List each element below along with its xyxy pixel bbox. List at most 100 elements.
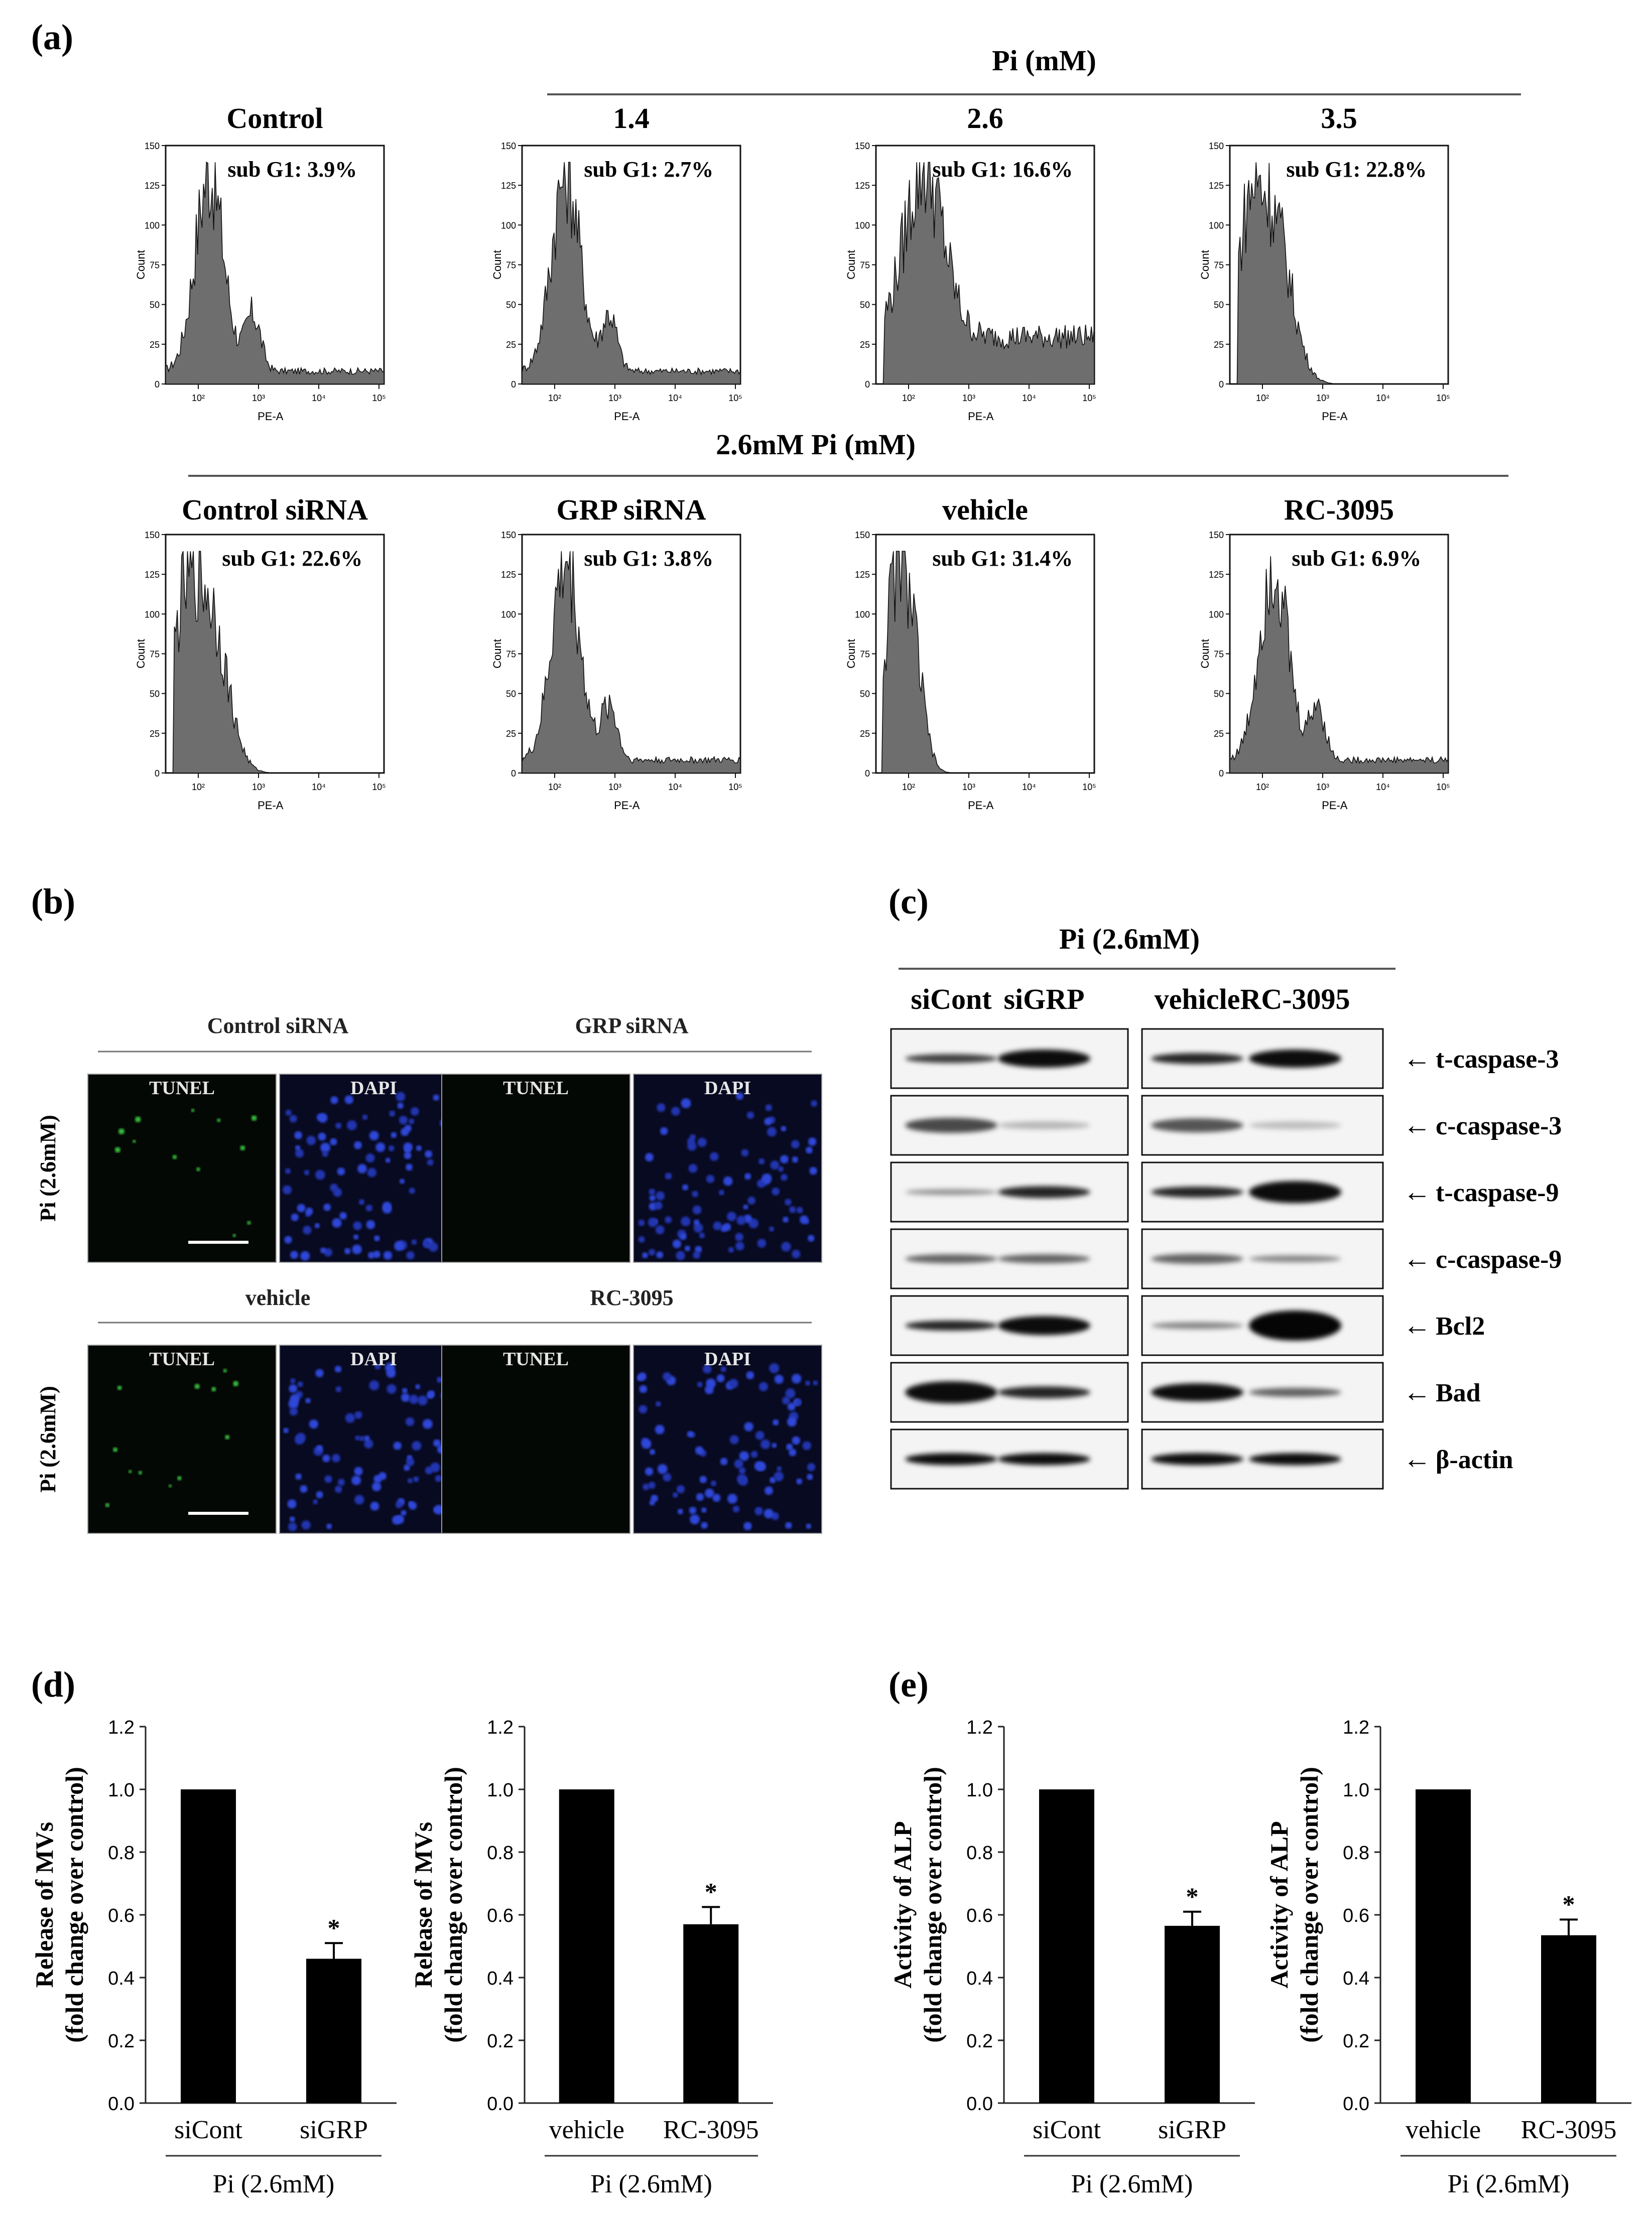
y-tick-label: 25	[506, 729, 516, 739]
y-tick-label: 0	[865, 768, 870, 778]
y-tick-label: 25	[860, 340, 870, 350]
panel-label-b: (b)	[31, 881, 75, 922]
nucleus-dot	[792, 1374, 802, 1384]
x-tick-label: 10⁴	[1022, 782, 1036, 792]
nucleus-dot	[355, 1435, 360, 1441]
y-tick-label: 0	[865, 379, 870, 389]
nucleus-dot	[746, 1111, 754, 1119]
y-tick-label: 1.2	[108, 1717, 135, 1738]
nucleus-dot	[309, 1419, 319, 1429]
nucleus-dot	[405, 1417, 415, 1426]
histogram-panel: Control siRNA sub G1: 22.6% 0 25 50 75 100 125 1…	[135, 493, 386, 812]
nucleus-dot	[423, 1240, 431, 1248]
arrow-glyph: ←	[1403, 1043, 1431, 1074]
arrow-glyph: ←	[1403, 1110, 1431, 1141]
lane-label: siGRP	[1003, 983, 1084, 1015]
y-axis-label-unit: (fold change over control)	[919, 1767, 947, 2042]
group-header: vehicle	[245, 1285, 311, 1310]
panel-label-a: (a)	[31, 17, 73, 57]
x-tick-label: 10²	[192, 782, 205, 792]
nucleus-dot	[649, 1249, 656, 1256]
y-tick-label: 50	[506, 689, 516, 699]
pi-header: Pi (mM)	[992, 44, 1096, 77]
nucleus-dot	[656, 1401, 661, 1407]
nucleus-dot	[638, 1219, 645, 1226]
nucleus-dot	[692, 1191, 699, 1198]
nucleus-dot	[290, 1378, 296, 1384]
protein-label: t-caspase-3	[1436, 1045, 1559, 1074]
y-tick-label: 0	[155, 768, 160, 778]
nucleus-dot	[755, 1430, 765, 1440]
dapi-image: DAPI	[633, 1345, 822, 1534]
arrow-glyph: ←	[1403, 1444, 1431, 1475]
category-label: siGRP	[1158, 2116, 1226, 2144]
protein-label: Bcl2	[1436, 1312, 1485, 1341]
nucleus-dot	[435, 1475, 442, 1482]
nucleus-dot	[427, 1159, 434, 1166]
nucleus-dot	[406, 1163, 413, 1171]
blot-header: Pi (2.6mM)	[1059, 923, 1200, 955]
nucleus-dot	[334, 1365, 342, 1373]
nucleus-dot	[807, 1235, 815, 1242]
nucleus-dot	[807, 1463, 816, 1471]
blot-band	[905, 1321, 997, 1331]
nucleus-dot	[741, 1149, 749, 1157]
nucleus-dot	[660, 1127, 668, 1135]
y-tick-label: 150	[501, 530, 516, 540]
y-tick-label: 150	[145, 141, 160, 151]
tunel-positive-dot	[118, 1128, 124, 1135]
nucleus-dot	[813, 1380, 818, 1386]
nucleus-dot	[409, 1188, 415, 1194]
y-tick-label: 1.0	[108, 1780, 135, 1801]
nucleus-dot	[303, 1226, 312, 1235]
tunel-image: TUNEL	[441, 1345, 630, 1534]
nucleus-dot	[291, 1213, 299, 1221]
nucleus-dot	[656, 1251, 664, 1258]
tunel-positive-dot	[232, 1234, 236, 1237]
nucleus-dot	[389, 1110, 396, 1117]
nucleus-dot	[394, 1241, 404, 1251]
nucleus-dot	[701, 1522, 708, 1529]
x-tick-label: 10²	[548, 393, 561, 403]
nucleus-dot	[364, 1439, 373, 1449]
nucleus-dot	[367, 1251, 375, 1259]
y-tick-label: 50	[150, 300, 160, 310]
y-tick-label: 25	[150, 340, 160, 350]
nucleus-dot	[699, 1476, 707, 1483]
western-blot-panel: siCont siGRP vehicle RC-3095← t-caspase-3← c-…	[890, 983, 1562, 1490]
nucleus-dot	[649, 1449, 656, 1455]
tunel-positive-dot	[169, 1484, 172, 1488]
nucleus-dot	[743, 1522, 752, 1530]
nucleus-dot	[335, 1485, 342, 1493]
histogram-panel: vehicle sub G1: 31.4% 0 25 50 75 100 125 150 Coun…	[845, 493, 1096, 812]
y-tick-label: 0.6	[966, 1905, 993, 1926]
nucleus-dot	[373, 1250, 380, 1258]
nucleus-dot	[359, 1436, 365, 1442]
nucleus-dot	[413, 1476, 419, 1482]
nucleus-dot	[369, 1131, 379, 1141]
y-tick-label: 125	[855, 570, 870, 580]
y-tick-label: 50	[1214, 689, 1224, 699]
row-label: Pi (2.6mM)	[36, 1386, 60, 1493]
nucleus-dot	[301, 1520, 311, 1530]
y-tick-label: 1.0	[487, 1780, 514, 1801]
nucleus-dot	[362, 1114, 368, 1120]
y-tick-label: 0.8	[487, 1843, 514, 1864]
nucleus-dot	[288, 1399, 299, 1409]
nucleus-dot	[693, 1223, 703, 1233]
histogram-panel: RC-3095 sub G1: 6.9% 0 25 50 75 100 125 150 Count…	[1199, 493, 1450, 812]
nucleus-dot	[285, 1168, 291, 1174]
category-label: siGRP	[300, 2116, 368, 2144]
nucleus-dot	[295, 1149, 304, 1158]
y-tick-label: 25	[506, 340, 516, 350]
y-tick-label: 25	[1214, 729, 1224, 739]
nucleus-dot	[655, 1225, 665, 1235]
nucleus-dot	[732, 1505, 740, 1513]
image-label: DAPI	[350, 1078, 397, 1099]
y-tick-label: 0	[155, 379, 160, 389]
bar	[1541, 1935, 1596, 2103]
y-axis-label: Release of MVs	[30, 1822, 58, 1988]
x-tick-label: 10²	[192, 393, 205, 403]
tunel-positive-dot	[233, 1381, 239, 1387]
tunel-positive-dot	[114, 1147, 120, 1153]
